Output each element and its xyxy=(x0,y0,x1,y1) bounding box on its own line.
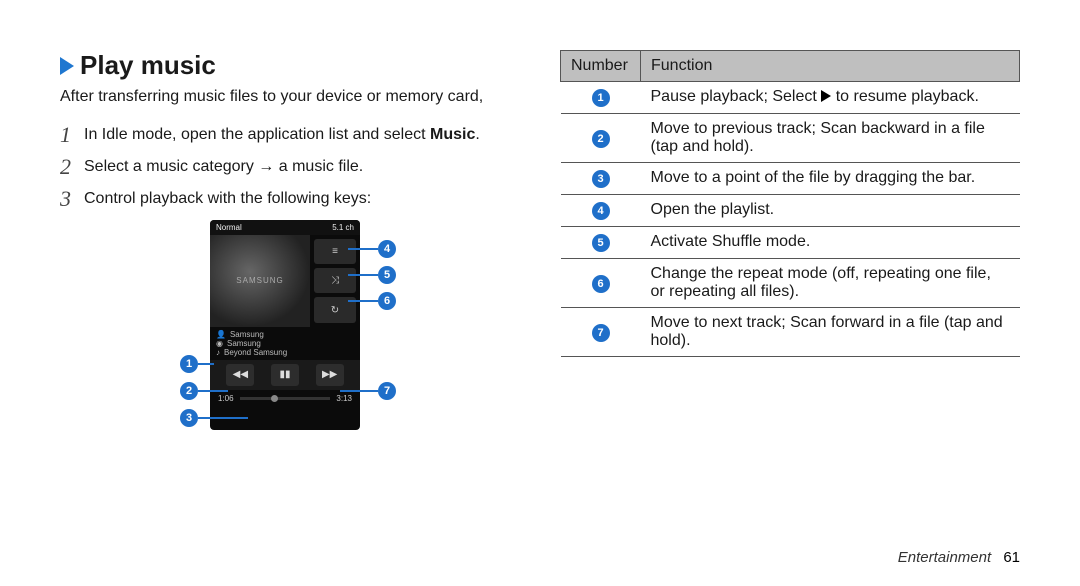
channel-label: 5.1 ch xyxy=(332,223,354,232)
row-number-badge: 5 xyxy=(592,234,610,252)
track-metadata: 👤Samsung ◉Samsung ♪Beyond Samsung xyxy=(210,327,360,360)
callout-badge: 7 xyxy=(378,382,396,400)
step-text: Select a music category → a music file. xyxy=(84,156,363,178)
time-elapsed: 1:06 xyxy=(218,394,234,403)
table-row: 5 Activate Shuffle mode. xyxy=(561,227,1020,259)
playlist-icon: ≡ xyxy=(314,239,356,264)
table-row: 7 Move to next track; Scan forward in a … xyxy=(561,308,1020,357)
chevron-right-icon xyxy=(60,57,74,75)
function-cell: Move to a point of the file by dragging … xyxy=(641,163,1020,195)
step-number: 1 xyxy=(60,124,74,146)
page-footer: Entertainment 61 xyxy=(898,549,1020,566)
table-row: 4 Open the playlist. xyxy=(561,195,1020,227)
function-cell: Change the repeat mode (off, repeating o… xyxy=(641,259,1020,308)
step-number: 2 xyxy=(60,156,74,178)
music-player-mock: Normal 5.1 ch SAMSUNG ≡ ⤨ ↻ xyxy=(210,220,360,430)
callout-badge: 3 xyxy=(180,409,198,427)
row-number-badge: 4 xyxy=(592,202,610,220)
row-number-badge: 6 xyxy=(592,275,610,293)
callout-lead xyxy=(340,390,378,392)
callout-lead xyxy=(348,248,378,250)
pause-icon: ▮▮ xyxy=(271,364,299,386)
progress-bar xyxy=(240,397,331,400)
callout-lead xyxy=(348,300,378,302)
callout-badge: 6 xyxy=(378,292,396,310)
col-header-function: Function xyxy=(641,51,1020,82)
step-text: In Idle mode, open the application list … xyxy=(84,124,480,146)
right-column: Number Function 1 Pause playback; Select… xyxy=(560,50,1020,556)
prev-track-icon: ◀◀ xyxy=(226,364,254,386)
callout-badge: 1 xyxy=(180,355,198,373)
section-intro: After transferring music files to your d… xyxy=(60,87,520,108)
table-header-row: Number Function xyxy=(561,51,1020,82)
table-row: 6 Change the repeat mode (off, repeating… xyxy=(561,259,1020,308)
callout-lead xyxy=(198,417,248,419)
device-illustration-wrap: 1 2 3 4 5 6 7 Normal 5.1 xyxy=(60,220,520,440)
album-icon: ◉ xyxy=(216,339,223,348)
col-header-number: Number xyxy=(561,51,641,82)
callout-lead xyxy=(348,274,378,276)
play-icon xyxy=(821,90,831,102)
device-illustration: 1 2 3 4 5 6 7 Normal 5.1 xyxy=(180,220,400,440)
playback-controls: ◀◀ ▮▮ ▶▶ xyxy=(210,360,360,390)
row-number-badge: 3 xyxy=(592,170,610,188)
next-track-icon: ▶▶ xyxy=(316,364,344,386)
step-item: 3 Control playback with the following ke… xyxy=(60,188,520,210)
manual-page: Play music After transferring music file… xyxy=(0,0,1080,586)
table-row: 2 Move to previous track; Scan backward … xyxy=(561,114,1020,163)
footer-page-number: 61 xyxy=(1003,549,1020,566)
section-title-row: Play music xyxy=(60,50,520,81)
step-number: 3 xyxy=(60,188,74,210)
function-cell: Move to next track; Scan forward in a fi… xyxy=(641,308,1020,357)
step-item: 1 In Idle mode, open the application lis… xyxy=(60,124,520,146)
function-cell: Activate Shuffle mode. xyxy=(641,227,1020,259)
step-item: 2 Select a music category → a music file… xyxy=(60,156,520,178)
section-title: Play music xyxy=(80,50,216,81)
function-cell: Open the playlist. xyxy=(641,195,1020,227)
function-cell: Move to previous track; Scan backward in… xyxy=(641,114,1020,163)
table-body: 1 Pause playback; Select to resume playb… xyxy=(561,82,1020,357)
player-body: SAMSUNG ≡ ⤨ ↻ xyxy=(210,235,360,327)
function-cell: Pause playback; Select to resume playbac… xyxy=(641,82,1020,114)
callout-badge: 4 xyxy=(378,240,396,258)
callout-lead xyxy=(198,390,228,392)
row-number-badge: 2 xyxy=(592,130,610,148)
row-number-badge: 1 xyxy=(592,89,610,107)
table-row: 3 Move to a point of the file by draggin… xyxy=(561,163,1020,195)
footer-category: Entertainment xyxy=(898,549,991,566)
left-column: Play music After transferring music file… xyxy=(60,50,520,556)
progress-thumb xyxy=(271,395,278,402)
row-number-badge: 7 xyxy=(592,324,610,342)
callout-lead xyxy=(198,363,214,365)
step-text: Control playback with the following keys… xyxy=(84,188,371,210)
artist-icon: 👤 xyxy=(216,330,226,339)
shuffle-icon: ⤨ xyxy=(314,268,356,293)
time-total: 3:13 xyxy=(336,394,352,403)
table-row: 1 Pause playback; Select to resume playb… xyxy=(561,82,1020,114)
steps-list: 1 In Idle mode, open the application lis… xyxy=(60,124,520,210)
callout-badge: 5 xyxy=(378,266,396,284)
progress-row: 1:06 3:13 xyxy=(210,390,360,407)
eq-mode-label: Normal xyxy=(216,223,242,232)
callout-badge: 2 xyxy=(180,382,198,400)
function-table: Number Function 1 Pause playback; Select… xyxy=(560,50,1020,357)
album-art: SAMSUNG xyxy=(210,235,310,327)
track-icon: ♪ xyxy=(216,348,220,357)
player-header: Normal 5.1 ch xyxy=(210,220,360,235)
